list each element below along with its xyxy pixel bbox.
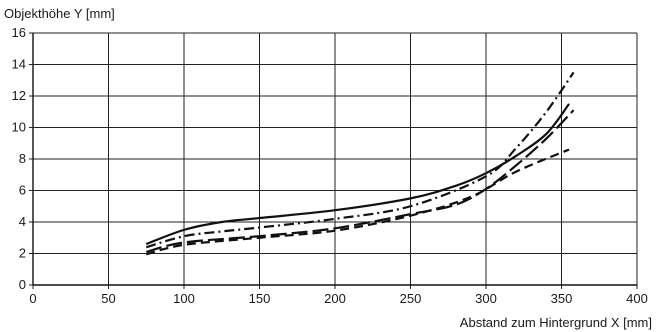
x-tick-label: 350: [551, 291, 573, 306]
x-axis-label: Abstand zum Hintergrund X [mm]: [459, 315, 652, 330]
series-line-4: [145, 148, 570, 256]
y-axis-label: Objekthöhe Y [mm]: [4, 6, 115, 21]
x-tick-label: 200: [324, 291, 346, 306]
y-tick-label: 16: [12, 25, 26, 40]
series-lines: [145, 71, 575, 256]
x-tick-label: 150: [249, 291, 271, 306]
x-tick-label: 400: [626, 291, 648, 306]
y-tick-label: 4: [19, 214, 26, 229]
x-tick-label: 300: [475, 291, 497, 306]
x-tick-label: 100: [173, 291, 195, 306]
y-tick-label: 12: [12, 88, 26, 103]
y-tick-label: 6: [19, 183, 26, 198]
y-tick-label: 2: [19, 246, 26, 261]
axes: [29, 32, 638, 289]
y-tick-label: 14: [12, 57, 26, 72]
series-line-2: [145, 71, 575, 249]
x-tick-label: 0: [29, 291, 36, 306]
grid-lines: [32, 32, 638, 286]
y-tick-label: 0: [19, 277, 26, 292]
y-tick-label: 10: [12, 120, 26, 135]
y-tick-labels: 0 2 4 6 8 10 12 14 16: [12, 25, 26, 292]
x-tick-label: 50: [101, 291, 115, 306]
x-tick-label: 250: [400, 291, 422, 306]
series-line-1: [145, 103, 570, 246]
series-line-3: [145, 109, 575, 253]
x-tick-labels: 0 50 100 150 200 250 300 350 400: [29, 291, 647, 306]
y-tick-label: 8: [19, 151, 26, 166]
